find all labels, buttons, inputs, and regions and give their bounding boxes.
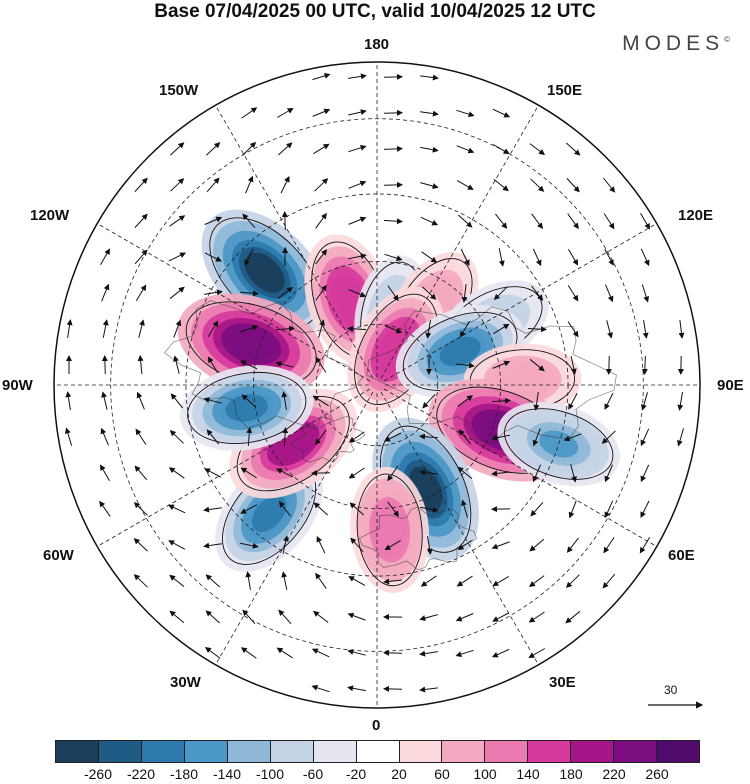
lon-label-150w: 150W: [159, 82, 198, 99]
lon-label-180: 180: [364, 36, 389, 53]
colorbar-tick-label: 220: [602, 766, 625, 782]
colorbar-segment: [442, 741, 485, 762]
wind-arrow: [384, 653, 402, 654]
colorbar-tick-label: 140: [516, 766, 539, 782]
lon-label-90w: 90W: [2, 377, 33, 394]
colorbar-tick-label: 20: [391, 766, 407, 782]
colorbar-tick-label: -100: [256, 766, 284, 782]
colorbar-segment: [142, 741, 185, 762]
wind-arrow: [285, 212, 286, 230]
lon-label-90e: 90E: [717, 377, 744, 394]
reference-vector-label: 30: [664, 683, 677, 697]
colorbar-tick-label: -20: [346, 766, 366, 782]
colorbar-tick-label: 180: [559, 766, 582, 782]
colorbar-segment: [185, 741, 228, 762]
lon-label-30w: 30W: [170, 674, 201, 691]
colorbar-tick-label: 100: [473, 766, 496, 782]
colorbar-segment: [228, 741, 271, 762]
colorbar-tick-label: 260: [645, 766, 668, 782]
wind-arrow: [384, 113, 402, 114]
wind-arrow: [105, 356, 106, 374]
colorbar-tick-label: -180: [170, 766, 198, 782]
lon-label-120w: 120W: [30, 207, 69, 224]
lon-label-0: 0: [372, 717, 380, 734]
colorbar: [55, 740, 700, 763]
colorbar-segment: [657, 741, 699, 762]
colorbar-tick-label: -60: [303, 766, 323, 782]
colorbar-segment: [571, 741, 614, 762]
colorbar-tick-label: -220: [127, 766, 155, 782]
colorbar-tick-label: -260: [84, 766, 112, 782]
colorbar-tick-label: 60: [434, 766, 450, 782]
colorbar-segment: [357, 741, 400, 762]
colorbar-ticks: -260 -220 -180 -140 -100 -60 -20 20 60 100 140 180 2…: [55, 766, 700, 784]
lon-label-60w: 60W: [43, 547, 74, 564]
colorbar-segment: [56, 741, 99, 762]
colorbar-segment: [400, 741, 443, 762]
wind-arrow: [609, 356, 610, 374]
colorbar-segment: [99, 741, 142, 762]
colorbar-segment: [314, 741, 357, 762]
lon-label-150e: 150E: [547, 82, 582, 99]
colorbar-tick-label: -140: [213, 766, 241, 782]
lon-label-60e: 60E: [668, 547, 695, 564]
colorbar-segment: [528, 741, 571, 762]
colorbar-segment: [614, 741, 657, 762]
colorbar-segment: [271, 741, 314, 762]
colorbar-segment: [485, 741, 528, 762]
lon-label-30e: 30E: [549, 674, 576, 691]
lon-label-120e: 120E: [678, 207, 713, 224]
polar-map: [0, 0, 750, 740]
